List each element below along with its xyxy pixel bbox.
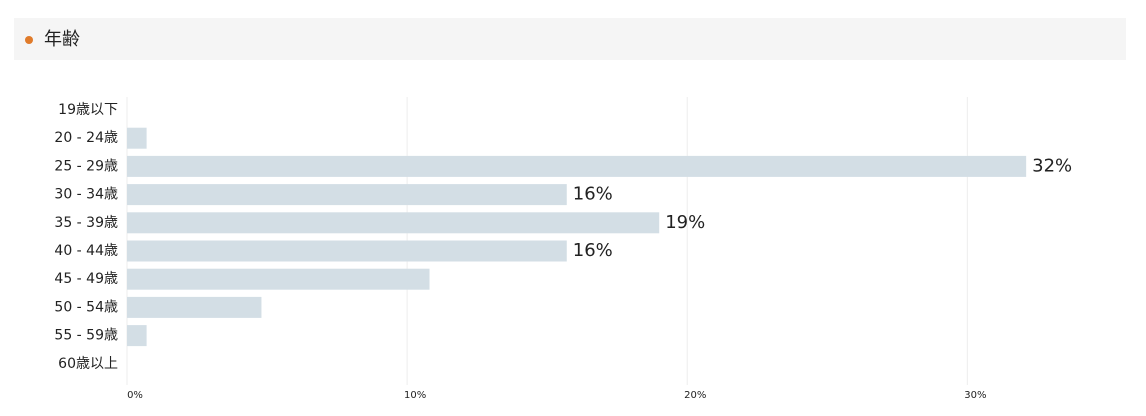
x-tick-label: 10% bbox=[404, 390, 426, 401]
value-label: 16% bbox=[573, 184, 613, 205]
header-dot bbox=[25, 36, 33, 44]
bar bbox=[127, 240, 567, 262]
bar bbox=[127, 268, 430, 290]
value-label: 32% bbox=[1032, 155, 1072, 176]
bar bbox=[127, 296, 262, 318]
y-tick-label: 19歳以下 bbox=[58, 102, 118, 118]
chart-title: 年齢 bbox=[44, 29, 80, 50]
bar bbox=[127, 325, 147, 347]
bar bbox=[127, 127, 147, 149]
value-label: 19% bbox=[665, 212, 705, 233]
bar bbox=[127, 212, 660, 234]
bar bbox=[127, 184, 567, 206]
y-tick-label: 40 - 44歳 bbox=[54, 243, 118, 259]
value-label: 16% bbox=[573, 240, 613, 261]
bar bbox=[127, 155, 1027, 177]
x-tick-label: 0% bbox=[127, 390, 143, 401]
y-tick-label: 55 - 59歳 bbox=[54, 328, 118, 344]
y-tick-label: 25 - 29歳 bbox=[54, 158, 118, 174]
y-tick-label: 35 - 39歳 bbox=[54, 215, 118, 231]
y-tick-label: 50 - 54歳 bbox=[54, 299, 118, 315]
y-tick-label: 30 - 34歳 bbox=[54, 187, 118, 203]
y-tick-label: 60歳以上 bbox=[58, 356, 118, 372]
y-tick-label: 45 - 49歳 bbox=[54, 271, 118, 287]
x-tick-label: 30% bbox=[964, 390, 986, 401]
x-tick-label: 20% bbox=[684, 390, 706, 401]
header-band bbox=[14, 18, 1126, 60]
y-tick-label: 20 - 24歳 bbox=[54, 130, 118, 146]
